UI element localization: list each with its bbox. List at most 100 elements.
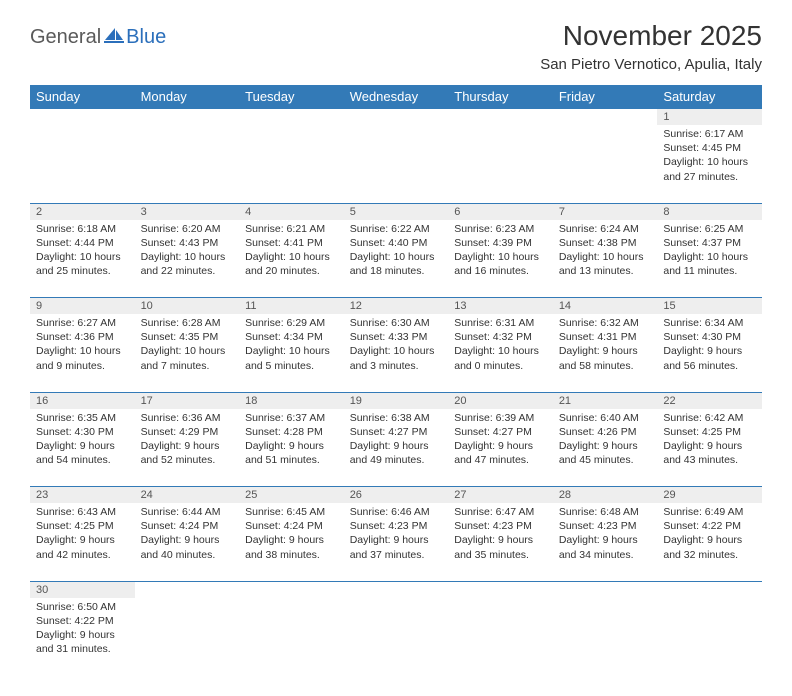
sunrise-text: Sunrise: 6:46 AM (350, 505, 443, 519)
sunrise-text: Sunrise: 6:30 AM (350, 316, 443, 330)
day-content-row: Sunrise: 6:17 AMSunset: 4:45 PMDaylight:… (30, 125, 762, 203)
day-content-cell: Sunrise: 6:30 AMSunset: 4:33 PMDaylight:… (344, 314, 449, 392)
day-content-cell: Sunrise: 6:42 AMSunset: 4:25 PMDaylight:… (657, 409, 762, 487)
day-number-cell: 20 (448, 392, 553, 409)
day-number-cell: 23 (30, 487, 135, 504)
day-content-cell (448, 598, 553, 676)
sunset-text: Sunset: 4:26 PM (559, 425, 652, 439)
day-content-row: Sunrise: 6:50 AMSunset: 4:22 PMDaylight:… (30, 598, 762, 676)
day-content-cell: Sunrise: 6:32 AMSunset: 4:31 PMDaylight:… (553, 314, 658, 392)
day-content-cell: Sunrise: 6:36 AMSunset: 4:29 PMDaylight:… (135, 409, 240, 487)
daylight-text: Daylight: 9 hours and 52 minutes. (141, 439, 234, 467)
day-content-cell: Sunrise: 6:44 AMSunset: 4:24 PMDaylight:… (135, 503, 240, 581)
day-number-row: 16171819202122 (30, 392, 762, 409)
page: General Blue November 2025 San Pietro Ve… (0, 0, 792, 696)
sunset-text: Sunset: 4:23 PM (350, 519, 443, 533)
day-content-row: Sunrise: 6:35 AMSunset: 4:30 PMDaylight:… (30, 409, 762, 487)
sunset-text: Sunset: 4:24 PM (245, 519, 338, 533)
sunset-text: Sunset: 4:27 PM (350, 425, 443, 439)
daylight-text: Daylight: 10 hours and 18 minutes. (350, 250, 443, 278)
month-title: November 2025 (540, 20, 762, 52)
sunrise-text: Sunrise: 6:42 AM (663, 411, 756, 425)
sunrise-text: Sunrise: 6:44 AM (141, 505, 234, 519)
daylight-text: Daylight: 10 hours and 9 minutes. (36, 344, 129, 372)
sunrise-text: Sunrise: 6:20 AM (141, 222, 234, 236)
title-block: November 2025 San Pietro Vernotico, Apul… (540, 20, 762, 73)
day-number-cell: 10 (135, 298, 240, 315)
day-content-cell: Sunrise: 6:50 AMSunset: 4:22 PMDaylight:… (30, 598, 135, 676)
daylight-text: Daylight: 10 hours and 22 minutes. (141, 250, 234, 278)
day-number-cell (553, 581, 658, 598)
day-content-cell: Sunrise: 6:24 AMSunset: 4:38 PMDaylight:… (553, 220, 658, 298)
day-number-row: 30 (30, 581, 762, 598)
calendar-body: 1Sunrise: 6:17 AMSunset: 4:45 PMDaylight… (30, 109, 762, 676)
day-number-cell: 11 (239, 298, 344, 315)
day-content-cell: Sunrise: 6:27 AMSunset: 4:36 PMDaylight:… (30, 314, 135, 392)
sunrise-text: Sunrise: 6:37 AM (245, 411, 338, 425)
day-content-cell: Sunrise: 6:35 AMSunset: 4:30 PMDaylight:… (30, 409, 135, 487)
day-number-cell: 22 (657, 392, 762, 409)
daylight-text: Daylight: 10 hours and 11 minutes. (663, 250, 756, 278)
sunset-text: Sunset: 4:28 PM (245, 425, 338, 439)
daylight-text: Daylight: 9 hours and 58 minutes. (559, 344, 652, 372)
day-content-row: Sunrise: 6:27 AMSunset: 4:36 PMDaylight:… (30, 314, 762, 392)
daylight-text: Daylight: 9 hours and 40 minutes. (141, 533, 234, 561)
day-header: Thursday (448, 85, 553, 109)
sunrise-text: Sunrise: 6:45 AM (245, 505, 338, 519)
day-number-row: 23242526272829 (30, 487, 762, 504)
sunrise-text: Sunrise: 6:27 AM (36, 316, 129, 330)
daylight-text: Daylight: 9 hours and 31 minutes. (36, 628, 129, 656)
daylight-text: Daylight: 10 hours and 16 minutes. (454, 250, 547, 278)
day-content-cell: Sunrise: 6:49 AMSunset: 4:22 PMDaylight:… (657, 503, 762, 581)
daylight-text: Daylight: 10 hours and 7 minutes. (141, 344, 234, 372)
day-content-cell: Sunrise: 6:47 AMSunset: 4:23 PMDaylight:… (448, 503, 553, 581)
day-content-cell: Sunrise: 6:40 AMSunset: 4:26 PMDaylight:… (553, 409, 658, 487)
sunset-text: Sunset: 4:25 PM (36, 519, 129, 533)
sunset-text: Sunset: 4:40 PM (350, 236, 443, 250)
day-number-cell: 26 (344, 487, 449, 504)
header: General Blue November 2025 San Pietro Ve… (30, 20, 762, 73)
day-number-cell: 17 (135, 392, 240, 409)
daylight-text: Daylight: 10 hours and 25 minutes. (36, 250, 129, 278)
day-content-cell: Sunrise: 6:18 AMSunset: 4:44 PMDaylight:… (30, 220, 135, 298)
day-number-cell: 25 (239, 487, 344, 504)
day-content-cell: Sunrise: 6:38 AMSunset: 4:27 PMDaylight:… (344, 409, 449, 487)
day-content-cell (553, 125, 658, 203)
day-number-cell: 27 (448, 487, 553, 504)
day-header: Tuesday (239, 85, 344, 109)
day-content-cell: Sunrise: 6:28 AMSunset: 4:35 PMDaylight:… (135, 314, 240, 392)
day-content-cell: Sunrise: 6:46 AMSunset: 4:23 PMDaylight:… (344, 503, 449, 581)
day-content-cell: Sunrise: 6:29 AMSunset: 4:34 PMDaylight:… (239, 314, 344, 392)
sunrise-text: Sunrise: 6:29 AM (245, 316, 338, 330)
sunrise-text: Sunrise: 6:25 AM (663, 222, 756, 236)
sunrise-text: Sunrise: 6:32 AM (559, 316, 652, 330)
sunrise-text: Sunrise: 6:48 AM (559, 505, 652, 519)
day-header: Wednesday (344, 85, 449, 109)
day-content-row: Sunrise: 6:43 AMSunset: 4:25 PMDaylight:… (30, 503, 762, 581)
sunset-text: Sunset: 4:33 PM (350, 330, 443, 344)
day-content-cell: Sunrise: 6:17 AMSunset: 4:45 PMDaylight:… (657, 125, 762, 203)
day-number-cell: 21 (553, 392, 658, 409)
day-number-cell: 18 (239, 392, 344, 409)
day-content-cell (135, 598, 240, 676)
day-number-cell (239, 581, 344, 598)
daylight-text: Daylight: 10 hours and 20 minutes. (245, 250, 338, 278)
daylight-text: Daylight: 9 hours and 34 minutes. (559, 533, 652, 561)
day-content-cell (344, 598, 449, 676)
day-number-cell: 29 (657, 487, 762, 504)
daylight-text: Daylight: 9 hours and 54 minutes. (36, 439, 129, 467)
day-number-cell (448, 581, 553, 598)
day-header: Friday (553, 85, 658, 109)
sunrise-text: Sunrise: 6:38 AM (350, 411, 443, 425)
day-number-cell: 6 (448, 203, 553, 220)
sunset-text: Sunset: 4:23 PM (559, 519, 652, 533)
day-number-cell: 28 (553, 487, 658, 504)
sunset-text: Sunset: 4:35 PM (141, 330, 234, 344)
sunrise-text: Sunrise: 6:34 AM (663, 316, 756, 330)
daylight-text: Daylight: 9 hours and 47 minutes. (454, 439, 547, 467)
sunrise-text: Sunrise: 6:21 AM (245, 222, 338, 236)
sail-icon (103, 26, 125, 49)
sunrise-text: Sunrise: 6:23 AM (454, 222, 547, 236)
day-number-row: 2345678 (30, 203, 762, 220)
sunrise-text: Sunrise: 6:49 AM (663, 505, 756, 519)
